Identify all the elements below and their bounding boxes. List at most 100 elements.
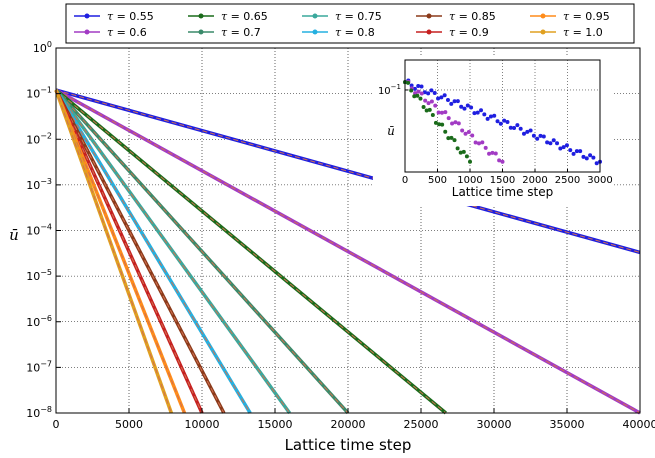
legend-label: τ = 0.7 [221, 26, 261, 39]
inset-point [498, 121, 503, 126]
inset-y-axis-ticks: 10−1 [378, 83, 408, 97]
inset-point [508, 125, 513, 130]
inset-point [455, 146, 460, 151]
inset-point [505, 120, 510, 125]
inset-point [538, 133, 543, 138]
inset-chart: 0 500 1000 1500 2000 2500 3000 10−1 Lattice ti… [373, 56, 614, 206]
inset-x-tick-label: 2000 [522, 175, 547, 186]
inset-point [564, 143, 569, 148]
x-tick-label: 25000 [404, 418, 439, 431]
inset-point [479, 108, 484, 113]
main-x-axis-ticks: 0 5000 10000 15000 20000 25000 30000 35000 40000 [53, 408, 655, 431]
inset-x-axis-ticks: 0 500 1000 1500 2000 2500 3000 [402, 169, 613, 186]
inset-point [490, 150, 495, 155]
y-tick-label: 10−4 [26, 223, 52, 238]
inset-point [418, 96, 423, 101]
inset-x-tick-label: 1500 [490, 175, 515, 186]
x-tick-label: 5000 [115, 418, 143, 431]
inset-point [443, 110, 448, 115]
y-tick-label: 10−5 [26, 268, 52, 283]
legend-entry: τ = 0.55 [74, 10, 154, 23]
inset-point [485, 116, 490, 121]
main-series-lines [54, 88, 641, 415]
main-y-axis-ticks: 100 10−1 10−2 10−3 10−4 10−5 10−6 10−7 10−8 [26, 40, 61, 420]
inset-point [548, 141, 553, 146]
inset-point [502, 118, 507, 123]
legend-label: τ = 0.85 [449, 10, 496, 23]
inset-point [571, 151, 576, 156]
inset-point [480, 140, 485, 145]
inset-point [443, 129, 448, 134]
inset-x-tick-label: 2500 [555, 175, 580, 186]
inset-point [521, 131, 526, 136]
legend-marker [84, 13, 90, 19]
inset-background [373, 56, 614, 206]
legend-marker [426, 13, 432, 19]
inset-point [439, 95, 444, 100]
inset-point [541, 134, 546, 139]
legend-entry: τ = 0.8 [302, 26, 375, 39]
inset-point [412, 86, 417, 91]
inset-point [464, 154, 469, 159]
inset-point [445, 97, 450, 102]
inset-point [469, 105, 474, 110]
inset-point [413, 91, 418, 96]
inset-point [452, 99, 457, 104]
inset-point [459, 104, 464, 109]
legend-label: τ = 0.8 [335, 26, 375, 39]
series-overlay-dashed [55, 89, 185, 414]
inset-point [468, 159, 472, 164]
legend-label: τ = 0.55 [107, 10, 154, 23]
inset-point [591, 155, 596, 160]
inset-point [472, 111, 477, 116]
inset-x-tick-label: 500 [428, 175, 447, 186]
legend-entry: τ = 0.75 [302, 10, 382, 23]
legend-marker [198, 29, 204, 35]
inset-point [551, 138, 556, 143]
inset-point [497, 158, 502, 163]
inset-point [424, 108, 429, 113]
series-overlay-dashed [55, 89, 225, 414]
legend-marker [312, 29, 318, 35]
series-overlay-dashed [55, 89, 447, 414]
inset-point [439, 110, 444, 115]
inset-point [426, 101, 431, 106]
inset-point [409, 88, 414, 93]
inset-point [422, 90, 427, 95]
inset-point [584, 156, 589, 161]
inset-point [555, 141, 560, 146]
inset-point [449, 101, 454, 106]
legend-entry: τ = 0.7 [188, 26, 261, 39]
series-overlay-dashed [55, 89, 203, 414]
inset-point [460, 128, 465, 133]
inset-point [470, 133, 475, 138]
legend-frame [65, 3, 635, 44]
legend-entry: τ = 0.6 [74, 26, 147, 39]
inset-point [427, 107, 432, 112]
inset-gridlines [405, 60, 600, 172]
inset-point [423, 98, 428, 103]
inset-point [419, 84, 424, 89]
inset-point [446, 116, 451, 121]
inset-point [409, 83, 414, 88]
legend-label: τ = 0.65 [221, 10, 268, 23]
inset-x-axis-label: Lattice time step [452, 185, 553, 199]
legend-marker [540, 29, 546, 35]
inset-point [458, 150, 463, 155]
legend-entry: τ = 1.0 [530, 26, 603, 39]
inset-point [452, 138, 457, 143]
main-y-axis-label: ū [9, 226, 19, 244]
legend-marker [198, 13, 204, 19]
inset-point [512, 125, 517, 130]
legend: τ = 0.55 τ = 0.6 τ = 0.65 τ = 0.7 τ = 0.75 τ … [65, 3, 635, 44]
y-tick-label: 10−3 [26, 177, 52, 192]
inset-point [442, 93, 447, 98]
x-tick-label: 30000 [477, 418, 512, 431]
inset-point [415, 93, 420, 98]
x-tick-label: 40000 [623, 418, 655, 431]
series-overlay-dashed [55, 89, 172, 414]
inset-point [495, 119, 500, 124]
legend-label: τ = 1.0 [563, 26, 603, 39]
inset-point [430, 113, 435, 118]
